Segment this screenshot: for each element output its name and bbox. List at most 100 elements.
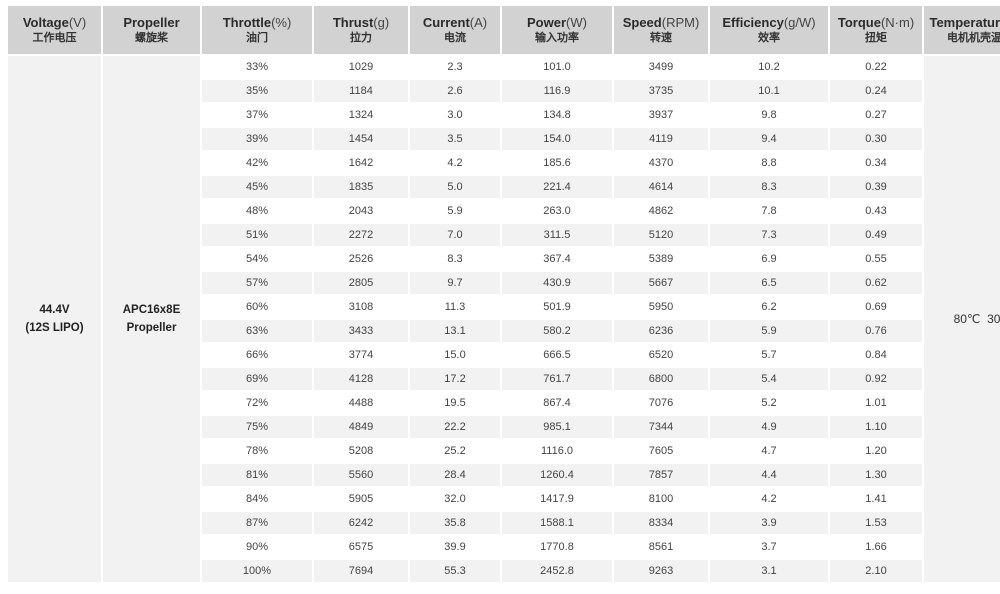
header-efficiency-label: Efficiency(g/W) xyxy=(710,15,828,31)
cell-current: 55.3 xyxy=(410,560,500,582)
cell-power: 2452.8 xyxy=(502,560,612,582)
cell-speed: 6520 xyxy=(614,344,708,366)
motor-test-table: Voltage(V) 工作电压 Propeller 螺旋桨 Throttle(%) 油门 T… xyxy=(6,4,1000,584)
cell-thrust: 3774 xyxy=(314,344,408,366)
table-row: 84% 5905 32.0 1417.9 8100 4.2 1.41 xyxy=(8,488,1000,510)
cell-current: 2.6 xyxy=(410,80,500,102)
cell-speed: 3735 xyxy=(614,80,708,102)
cell-current: 3.5 xyxy=(410,128,500,150)
cell-speed: 6236 xyxy=(614,320,708,342)
header-throttle-cn: 油门 xyxy=(246,32,268,44)
table-row: 45% 1835 5.0 221.4 4614 8.3 0.39 xyxy=(8,176,1000,198)
cell-throttle: 66% xyxy=(202,344,312,366)
header-torque-cn: 扭矩 xyxy=(865,32,887,44)
cell-thrust: 7694 xyxy=(314,560,408,582)
table-row: 81% 5560 28.4 1260.4 7857 4.4 1.30 xyxy=(8,464,1000,486)
cell-torque: 0.24 xyxy=(830,80,922,102)
cell-torque: 0.34 xyxy=(830,152,922,174)
header-speed-en: Speed xyxy=(622,15,662,30)
table-row: 44.4V (12S LIPO) APC16x8E Propeller 33% 1029 2… xyxy=(8,56,1000,582)
cell-thrust: 5208 xyxy=(314,440,408,462)
cell-thrust: 6242 xyxy=(314,512,408,534)
header-power-unit: (W) xyxy=(566,15,587,30)
cell-power: 367.4 xyxy=(502,248,612,270)
header-thrust-en: Thrust xyxy=(332,15,374,30)
cell-torque: 1.20 xyxy=(830,440,922,462)
voltage-value: 44.4V xyxy=(39,304,70,316)
cell-thrust: 1184 xyxy=(314,80,408,102)
cell-power: 1417.9 xyxy=(502,488,612,510)
header-current-en: Current xyxy=(422,15,470,30)
cell-speed: 5950 xyxy=(614,296,708,318)
cell-torque: 0.49 xyxy=(830,224,922,246)
cell-throttle: 87% xyxy=(202,512,312,534)
table-row: 57% 2805 9.7 430.9 5667 6.5 0.62 xyxy=(8,272,1000,294)
table-row: 54% 2526 8.3 367.4 5389 6.9 0.55 xyxy=(8,248,1000,270)
voltage-battery: (12S LIPO) xyxy=(25,322,84,334)
cell-current: 15.0 xyxy=(410,344,500,366)
cell-throttle: 37% xyxy=(202,104,312,126)
cell-throttle: 45% xyxy=(202,176,312,198)
cell-efficiency: 5.2 xyxy=(710,392,828,414)
cell-speed: 6800 xyxy=(614,368,708,390)
header-temperature-label: Temperature(℃) xyxy=(924,15,1000,31)
header-power-label: Power(W) xyxy=(502,15,612,31)
cell-power: 580.2 xyxy=(502,320,612,342)
cell-efficiency: 3.1 xyxy=(710,560,828,582)
cell-thrust: 4128 xyxy=(314,368,408,390)
cell-speed: 7857 xyxy=(614,464,708,486)
cell-torque: 0.69 xyxy=(830,296,922,318)
header-efficiency-en: Efficiency xyxy=(722,15,784,30)
cell-power: 501.9 xyxy=(502,296,612,318)
cell-throttle: 84% xyxy=(202,488,312,510)
temperature-cell: 80℃ 30s xyxy=(924,56,1000,582)
cell-thrust: 1324 xyxy=(314,104,408,126)
header-propeller-en: Propeller xyxy=(123,15,180,30)
cell-efficiency: 5.7 xyxy=(710,344,828,366)
header-temperature: Temperature(℃)电机机壳温度 xyxy=(924,6,1000,54)
cell-throttle: 54% xyxy=(202,248,312,270)
cell-throttle: 63% xyxy=(202,320,312,342)
cell-current: 8.3 xyxy=(410,248,500,270)
cell-efficiency: 8.3 xyxy=(710,176,828,198)
cell-efficiency: 5.4 xyxy=(710,368,828,390)
cell-efficiency: 8.8 xyxy=(710,152,828,174)
cell-speed: 3937 xyxy=(614,104,708,126)
cell-throttle: 78% xyxy=(202,440,312,462)
cell-efficiency: 9.8 xyxy=(710,104,828,126)
header-throttle: Throttle(%) 油门 xyxy=(202,6,312,54)
cell-power: 761.7 xyxy=(502,368,612,390)
cell-torque: 0.76 xyxy=(830,320,922,342)
cell-efficiency: 10.2 xyxy=(710,56,828,78)
header-thrust-label: Thrust(g) xyxy=(314,15,408,31)
header-power: Power(W) 输入功率 xyxy=(502,6,612,54)
cell-throttle: 60% xyxy=(202,296,312,318)
header-torque-unit: (N·m) xyxy=(880,15,915,30)
cell-efficiency: 6.2 xyxy=(710,296,828,318)
table-row: 78% 5208 25.2 1116.0 7605 4.7 1.20 xyxy=(8,440,1000,462)
cell-thrust: 5560 xyxy=(314,464,408,486)
cell-speed: 7344 xyxy=(614,416,708,438)
header-voltage-cn: 工作电压 xyxy=(32,32,77,44)
header-propeller-label: Propeller xyxy=(103,15,200,31)
cell-thrust: 2805 xyxy=(314,272,408,294)
header-thrust-cn: 拉力 xyxy=(350,32,372,44)
cell-current: 9.7 xyxy=(410,272,500,294)
cell-torque: 0.39 xyxy=(830,176,922,198)
cell-throttle: 42% xyxy=(202,152,312,174)
cell-efficiency: 4.2 xyxy=(710,488,828,510)
cell-current: 19.5 xyxy=(410,392,500,414)
propeller-type: Propeller xyxy=(126,322,177,334)
propeller-model: APC16x8E xyxy=(122,304,181,316)
cell-efficiency: 3.7 xyxy=(710,536,828,558)
header-current-cn: 电流 xyxy=(444,32,466,44)
cell-throttle: 33% xyxy=(202,56,312,78)
cell-power: 311.5 xyxy=(502,224,612,246)
cell-power: 867.4 xyxy=(502,392,612,414)
cell-speed: 5389 xyxy=(614,248,708,270)
header-speed: Speed(RPM) 转速 xyxy=(614,6,708,54)
header-voltage-unit: (V) xyxy=(68,15,87,30)
header-propeller: Propeller 螺旋桨 xyxy=(103,6,200,54)
cell-throttle: 69% xyxy=(202,368,312,390)
table-row: 51% 2272 7.0 311.5 5120 7.3 0.49 xyxy=(8,224,1000,246)
